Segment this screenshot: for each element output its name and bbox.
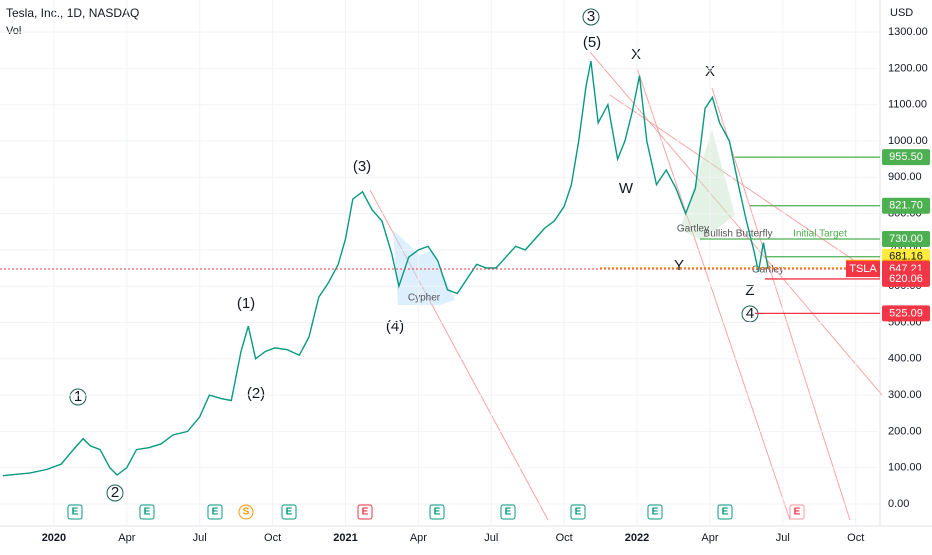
- event-marker: [570, 504, 586, 520]
- event-marker: [207, 504, 223, 520]
- wave-label: 4: [746, 305, 754, 322]
- event-label: E: [362, 507, 369, 518]
- price-label-box: [882, 231, 930, 248]
- event-label: E: [72, 507, 79, 518]
- wave-label: (1): [237, 295, 255, 312]
- event-marker: [139, 504, 155, 520]
- y-tick-label: 1100.00: [888, 99, 927, 111]
- indicator: Vol: [6, 25, 21, 37]
- wave-label: Z: [745, 282, 754, 299]
- price-label-box: [882, 197, 930, 214]
- x-tick-label: Apr: [410, 532, 427, 544]
- price-label-box: [882, 149, 930, 166]
- y-tick-label: 1200.00: [888, 62, 928, 74]
- wave-label: (4): [386, 318, 404, 335]
- pattern-label: Gartley: [752, 265, 784, 276]
- pattern-label: Gartley: [677, 224, 709, 235]
- x-tick-label: Oct: [264, 532, 281, 544]
- event-label: E: [722, 507, 729, 518]
- event-marker: [238, 504, 254, 520]
- y-tick-label: 1000.00: [888, 135, 928, 147]
- pattern-label: Cypher: [408, 293, 441, 304]
- wave-label: W: [619, 180, 634, 197]
- wave-label: (3): [353, 158, 371, 175]
- event-marker: [717, 504, 733, 520]
- wave-label: X: [631, 46, 641, 63]
- x-tick-label: 2022: [625, 532, 649, 544]
- wave-label: 3: [587, 8, 595, 25]
- price-label: 681.16: [889, 251, 923, 263]
- price-label: 955.50: [889, 151, 923, 163]
- currency: USD: [890, 7, 913, 19]
- event-marker: [789, 504, 805, 520]
- y-tick-label: 400.00: [888, 353, 922, 365]
- x-tick-label: Oct: [556, 532, 573, 544]
- wave-label: (2): [247, 385, 265, 402]
- event-marker: [500, 504, 516, 520]
- event-label: E: [794, 507, 801, 518]
- event-marker: [429, 504, 445, 520]
- y-tick-label: 1300.00: [888, 26, 928, 38]
- price-label: 821.70: [889, 200, 923, 212]
- y-tick-label: 900.00: [888, 171, 922, 183]
- chart-title: Tesla, Inc., 1D, NASDAQ: [6, 6, 139, 20]
- y-tick-label: 0.00: [888, 498, 909, 510]
- x-tick-label: Oct: [847, 532, 864, 544]
- event-label: E: [286, 507, 293, 518]
- wave-label: Y: [674, 257, 684, 274]
- event-marker: [357, 504, 373, 520]
- event-label: E: [652, 507, 659, 518]
- event-label: E: [575, 507, 582, 518]
- price-label-box: [882, 270, 930, 287]
- wave-label: 1: [74, 388, 82, 405]
- x-tick-label: Jul: [776, 532, 790, 544]
- price-label: 730.00: [889, 233, 923, 245]
- y-tick-label: 300.00: [888, 389, 922, 401]
- x-tick-label: Apr: [701, 532, 718, 544]
- price-label: 525.09: [889, 307, 923, 319]
- butterfly-pattern: [680, 130, 735, 240]
- event-label: E: [505, 507, 512, 518]
- price-name: TSLA: [849, 263, 877, 275]
- x-tick-label: 2020: [42, 532, 66, 544]
- price-line: [2, 60, 769, 477]
- event-label: S: [243, 507, 250, 518]
- event-label: E: [144, 507, 151, 518]
- event-marker: [647, 504, 663, 520]
- x-tick-label: 2021: [333, 532, 357, 544]
- y-tick-label: 200.00: [888, 425, 922, 437]
- x-tick-label: Jul: [484, 532, 498, 544]
- price-label-box: [882, 305, 930, 322]
- x-tick-label: Apr: [118, 532, 135, 544]
- event-marker: [281, 504, 297, 520]
- price-name-box: [846, 261, 880, 278]
- price-label: 620.06: [889, 273, 923, 285]
- target-label: Initial Target: [793, 229, 847, 240]
- y-tick-label: 100.00: [888, 462, 922, 474]
- event-label: E: [212, 507, 219, 518]
- pattern-label: Bullish Butterfly: [704, 229, 773, 240]
- x-tick-label: Jul: [193, 532, 207, 544]
- event-label: E: [434, 507, 441, 518]
- wave-label: 2: [111, 484, 119, 501]
- event-marker: [67, 504, 83, 520]
- wave-label: (5): [583, 34, 601, 51]
